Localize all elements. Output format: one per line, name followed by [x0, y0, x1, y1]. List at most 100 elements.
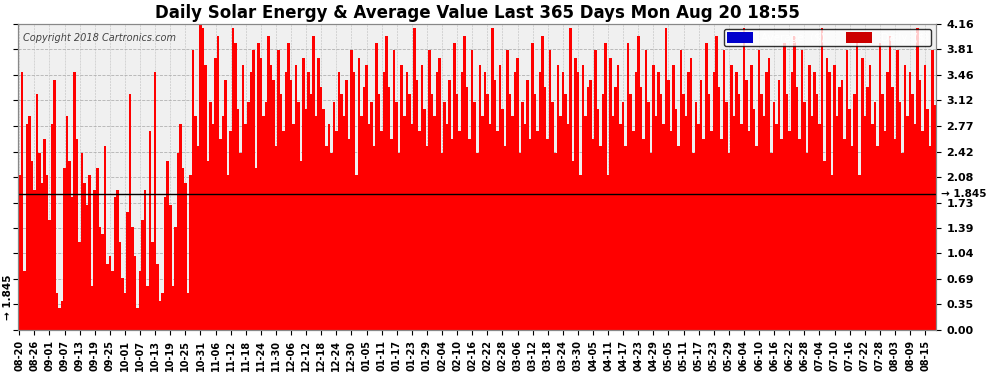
- Bar: [755, 146, 757, 330]
- Bar: [522, 102, 524, 330]
- Bar: [426, 146, 429, 330]
- Bar: [542, 36, 544, 330]
- Bar: [747, 131, 750, 330]
- Bar: [672, 65, 675, 330]
- Bar: [630, 94, 632, 330]
- Bar: [643, 139, 644, 330]
- Bar: [225, 80, 227, 330]
- Bar: [444, 102, 446, 330]
- Bar: [551, 102, 554, 330]
- Bar: [863, 117, 866, 330]
- Bar: [924, 65, 927, 330]
- Bar: [637, 36, 640, 330]
- Bar: [240, 153, 242, 330]
- Bar: [380, 131, 383, 330]
- Bar: [644, 50, 647, 330]
- Bar: [199, 21, 202, 330]
- Bar: [76, 139, 78, 330]
- Bar: [355, 176, 357, 330]
- Bar: [315, 117, 318, 330]
- Bar: [88, 176, 91, 330]
- Bar: [559, 117, 561, 330]
- Bar: [785, 94, 788, 330]
- Bar: [254, 168, 257, 330]
- Bar: [235, 43, 237, 330]
- Bar: [365, 65, 368, 330]
- Bar: [922, 131, 924, 330]
- Bar: [156, 264, 159, 330]
- Bar: [889, 36, 891, 330]
- Bar: [341, 94, 343, 330]
- Bar: [189, 176, 192, 330]
- Bar: [649, 153, 652, 330]
- Bar: [468, 139, 471, 330]
- Bar: [207, 160, 209, 330]
- Bar: [824, 160, 826, 330]
- Bar: [401, 65, 403, 330]
- Bar: [461, 72, 463, 330]
- Bar: [277, 50, 280, 330]
- Bar: [667, 80, 670, 330]
- Bar: [403, 117, 406, 330]
- Bar: [834, 65, 836, 330]
- Bar: [388, 87, 390, 330]
- Bar: [269, 65, 272, 330]
- Bar: [602, 94, 604, 330]
- Bar: [202, 28, 204, 330]
- Bar: [274, 146, 277, 330]
- Bar: [300, 160, 302, 330]
- Bar: [252, 50, 254, 330]
- Bar: [690, 58, 692, 330]
- Bar: [534, 94, 537, 330]
- Bar: [49, 219, 50, 330]
- Bar: [680, 50, 682, 330]
- Bar: [514, 72, 516, 330]
- Bar: [272, 80, 274, 330]
- Bar: [209, 102, 212, 330]
- Bar: [395, 102, 398, 330]
- Bar: [486, 94, 489, 330]
- Bar: [313, 36, 315, 330]
- Bar: [886, 72, 889, 330]
- Bar: [657, 72, 659, 330]
- Bar: [318, 58, 320, 330]
- Bar: [204, 65, 207, 330]
- Bar: [778, 80, 780, 330]
- Bar: [798, 139, 801, 330]
- Bar: [587, 87, 589, 330]
- Bar: [741, 124, 742, 330]
- Bar: [664, 28, 667, 330]
- Bar: [287, 43, 290, 330]
- Bar: [556, 65, 559, 330]
- Bar: [166, 160, 169, 330]
- Bar: [866, 87, 868, 330]
- Bar: [408, 94, 411, 330]
- Bar: [91, 286, 93, 330]
- Bar: [757, 50, 760, 330]
- Bar: [441, 153, 444, 330]
- Bar: [579, 176, 582, 330]
- Bar: [519, 153, 522, 330]
- Bar: [597, 109, 599, 330]
- Bar: [685, 117, 687, 330]
- Bar: [733, 117, 736, 330]
- Bar: [607, 176, 610, 330]
- Bar: [23, 271, 26, 330]
- Bar: [333, 102, 335, 330]
- Bar: [436, 72, 439, 330]
- Bar: [932, 50, 934, 330]
- Bar: [217, 36, 220, 330]
- Bar: [446, 124, 448, 330]
- Bar: [305, 109, 307, 330]
- Bar: [700, 80, 703, 330]
- Bar: [763, 117, 765, 330]
- Bar: [423, 109, 426, 330]
- Bar: [909, 72, 912, 330]
- Bar: [546, 139, 549, 330]
- Bar: [109, 256, 111, 330]
- Bar: [147, 286, 148, 330]
- Bar: [654, 117, 657, 330]
- Bar: [416, 80, 418, 330]
- Bar: [171, 286, 174, 330]
- Bar: [692, 153, 695, 330]
